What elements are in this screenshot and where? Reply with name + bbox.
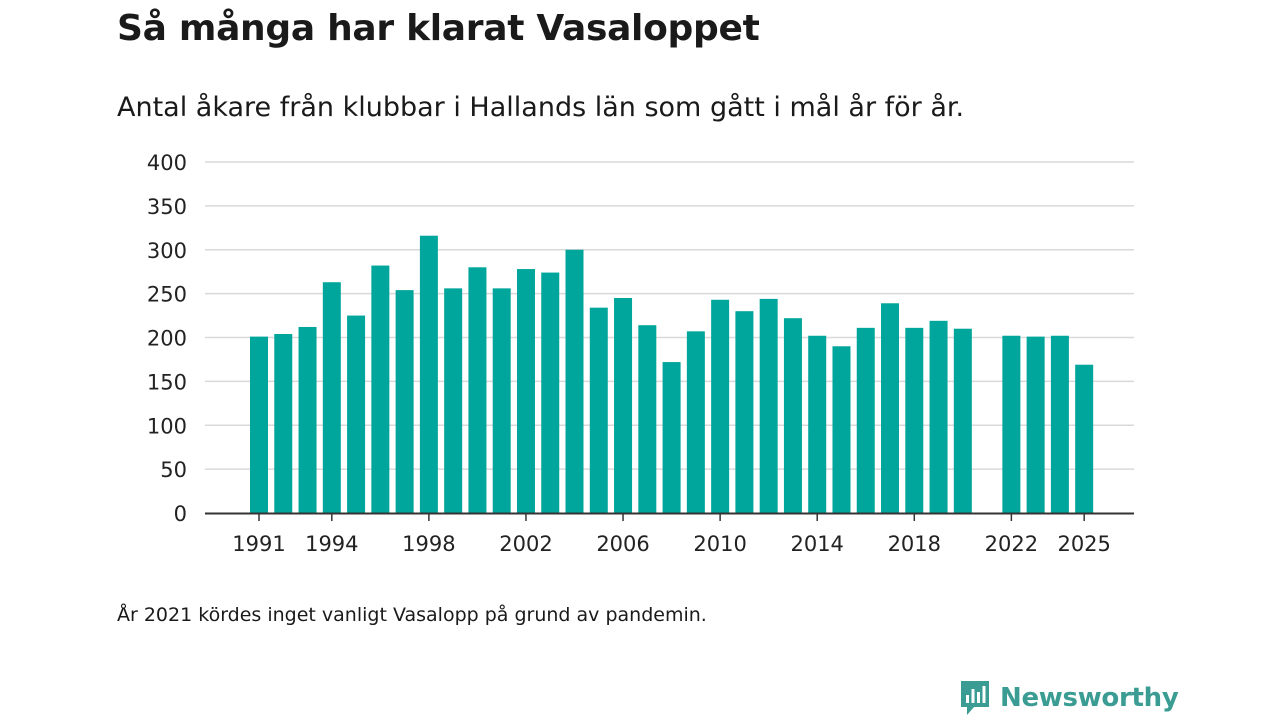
y-axis-ticks: 0 50 100 150 200 250 300 350 400 [147,151,187,526]
bar-1992 [274,333,293,513]
bar-2006 [614,298,633,513]
bar-2024 [1050,335,1069,513]
x-tick-label: 1998 [402,532,455,556]
bar-2001 [492,288,511,513]
bar-1991 [250,336,268,513]
y-tick-label: 0 [174,502,187,526]
bar-2000 [468,267,487,513]
y-tick-label: 300 [147,239,187,263]
bar-1995 [347,315,366,513]
bar-1994 [322,282,341,513]
footnote: År 2021 kördes inget vanligt Vasalopp på… [117,604,707,626]
bar-2002 [516,269,535,513]
x-tick-label: 2002 [499,532,552,556]
newsworthy-logo-icon [961,681,989,715]
bar-2007 [638,325,657,513]
x-axis-ticks: 1991 1994 1998 2002 2006 2010 2014 2018 2022 2025 [232,513,1111,556]
x-tick-label: 1991 [232,532,285,556]
chart-subtitle: Antal åkare från klubbar i Hallands län … [117,92,965,123]
y-tick-label: 400 [147,151,187,175]
bar-1993 [298,326,317,513]
bar-2022 [1002,335,1021,513]
bar-2005 [589,307,608,513]
x-tick-label: 2006 [596,532,649,556]
bar-2010 [711,299,730,513]
bar-2013 [783,318,802,513]
y-tick-label: 150 [147,370,187,394]
y-tick-label: 200 [147,327,187,351]
bar-2018 [905,327,924,513]
y-tick-label: 350 [147,195,187,219]
bar-2020 [953,328,972,513]
bar-1998 [419,235,438,513]
bar-2011 [735,311,754,513]
bar-2009 [686,331,705,513]
bar-1996 [371,265,390,513]
x-tick-label: 1994 [305,532,358,556]
x-tick-label: 2022 [985,532,1038,556]
brand-name: Newsworthy [1000,683,1179,713]
x-tick-label: 2018 [888,532,941,556]
bar-2025 [1075,364,1094,513]
bar-2017 [881,303,900,513]
bar-2014 [808,335,827,513]
bar-2015 [832,346,851,513]
x-tick-label: 2014 [790,532,843,556]
chart-title: Så många har klarat Vasaloppet [117,8,760,49]
y-tick-label: 100 [147,414,187,438]
bars [250,235,1094,513]
x-tick-label: 2025 [1057,532,1110,556]
bar-1997 [395,290,414,513]
bar-2003 [541,272,560,513]
brand: Newsworthy [958,678,1179,718]
y-tick-label: 250 [147,283,187,307]
bar-2008 [662,362,681,513]
bar-2012 [759,298,778,513]
bar-2016 [856,327,875,513]
x-tick-label: 2010 [693,532,746,556]
bar-1999 [444,288,463,513]
bar-2019 [929,320,948,513]
bar-2023 [1026,336,1045,513]
y-tick-label: 50 [160,458,187,482]
bar-2004 [565,249,584,513]
